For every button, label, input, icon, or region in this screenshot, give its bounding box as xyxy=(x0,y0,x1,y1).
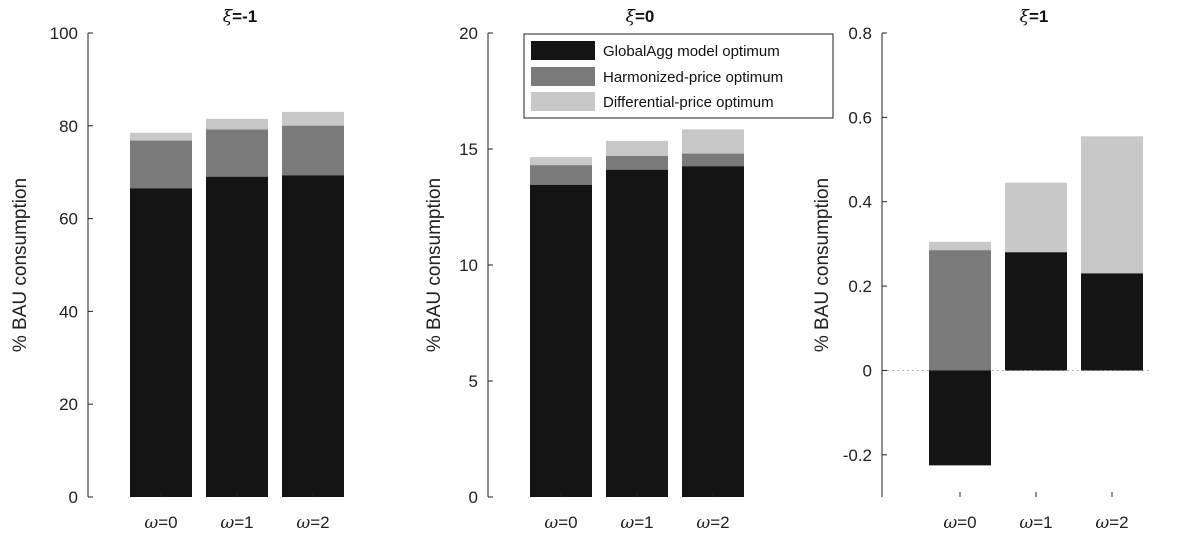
y-tick-label: 10 xyxy=(459,256,478,275)
y-tick-label: 0 xyxy=(69,488,78,507)
bar-globalagg-model-optimum-2 xyxy=(1081,273,1143,371)
bar-harmonized-price-optimum-0 xyxy=(929,250,991,371)
y-tick-label: 40 xyxy=(59,302,78,321)
legend-label-globalagg: GlobalAgg model optimum xyxy=(603,43,780,60)
legend-label-harmonized: Harmonized-price optimum xyxy=(603,69,783,86)
legend-label-differential: Differential-price optimum xyxy=(603,94,774,111)
x-tick-label: ω=1 xyxy=(220,513,253,533)
y-tick-label: 60 xyxy=(59,210,78,229)
bar-globalagg-model-optimum-1 xyxy=(606,169,668,497)
y-axis-label: % BAU consumption xyxy=(10,178,31,352)
panel-1: 0 20 40 60 80 100 ω=0 ω=1 ω=2 ξ=-1 % BAU consumpti… xyxy=(10,7,344,533)
x-tick-label: ω=1 xyxy=(1019,513,1052,533)
legend-swatch-harmonized xyxy=(531,67,595,86)
y-tick-label: 20 xyxy=(459,24,478,43)
y-tick-label: 20 xyxy=(59,395,78,414)
legend: GlobalAgg model optimum Harmonized-price… xyxy=(523,33,834,119)
panel-3: -0.2 0 0.2 0.4 0.6 0.8 ω=0 ω=1 ω=2 ξ=1 % BAU consu… xyxy=(812,7,1152,533)
y-tick-label: 15 xyxy=(459,140,478,159)
y-axis-label: % BAU consumption xyxy=(424,178,445,352)
y-tick-label: 0 xyxy=(469,488,478,507)
bar-globalagg-model-optimum-1 xyxy=(1005,252,1067,371)
y-tick-label: 100 xyxy=(50,24,78,43)
y-axis-label: % BAU consumption xyxy=(812,178,833,352)
legend-swatch-differential xyxy=(531,92,595,111)
x-tick-label: ω=0 xyxy=(144,513,177,533)
y-tick-label: 0.4 xyxy=(848,193,872,212)
legend-swatch-globalagg xyxy=(531,41,595,60)
bar-globalagg-model-optimum-1 xyxy=(206,176,268,497)
panel-title: ξ=1 xyxy=(1020,7,1049,27)
bar-globalagg-model-optimum-0 xyxy=(530,184,592,497)
y-tick-label: 5 xyxy=(469,372,478,391)
x-tick-label: ω=2 xyxy=(1095,513,1128,533)
y-tick-label: -0.2 xyxy=(843,446,872,465)
y-tick-label: 0 xyxy=(863,361,872,380)
y-tick-label: 0.6 xyxy=(848,108,872,127)
x-tick-label: ω=0 xyxy=(544,513,577,533)
y-tick-label: 0.2 xyxy=(848,277,872,296)
bar-globalagg-model-optimum-2 xyxy=(282,175,344,497)
x-tick-label: ω=2 xyxy=(696,513,729,533)
x-tick-label: ω=2 xyxy=(296,513,329,533)
bar-globalagg-model-optimum-0 xyxy=(130,188,192,497)
bar-globalagg-model-optimum-2 xyxy=(682,166,744,497)
y-tick-label: 0.8 xyxy=(848,24,872,43)
panel-2: 0 5 10 15 20 ω=0 ω=1 ω=2 ξ=0 % BAU consumption xyxy=(424,7,744,533)
bar-globalagg-model-optimum-0 xyxy=(929,370,991,466)
x-tick-label: ω=1 xyxy=(620,513,653,533)
x-tick-label: ω=0 xyxy=(943,513,976,533)
panel-title: ξ=-1 xyxy=(223,7,257,27)
panel-title: ξ=0 xyxy=(626,7,655,27)
y-tick-label: 80 xyxy=(59,117,78,136)
